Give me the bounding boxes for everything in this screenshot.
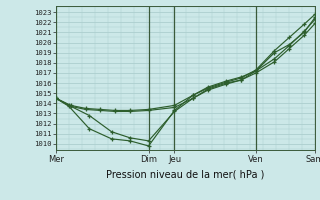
X-axis label: Pression niveau de la mer( hPa ): Pression niveau de la mer( hPa ) bbox=[107, 169, 265, 179]
